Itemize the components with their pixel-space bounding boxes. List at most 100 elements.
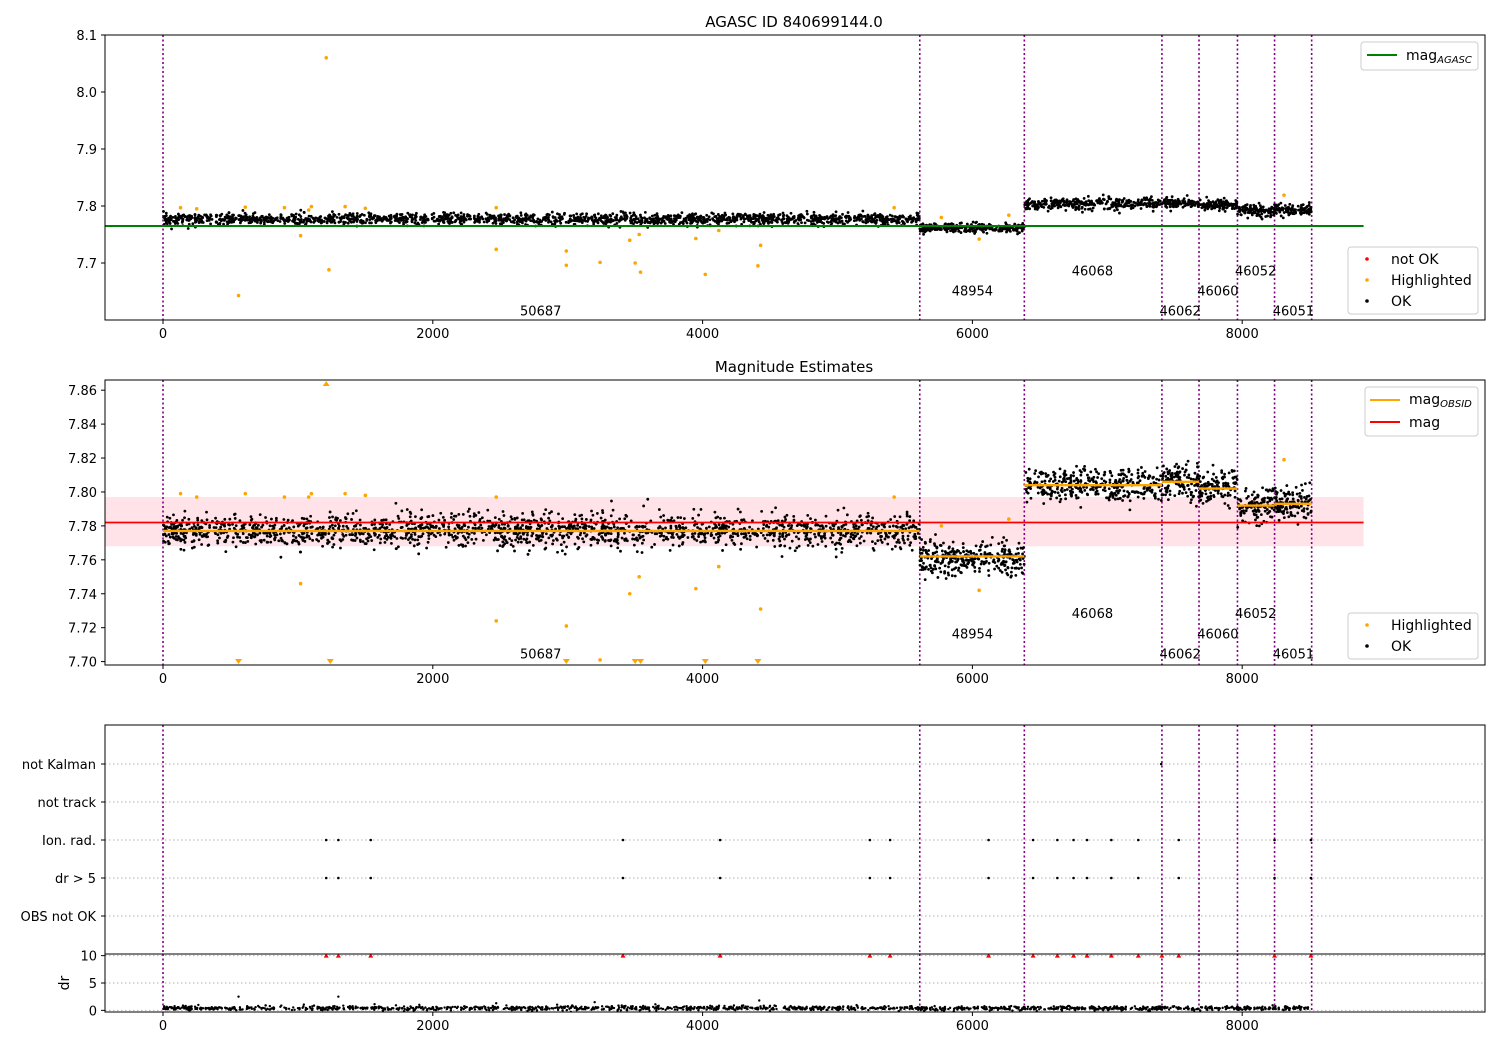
data-point: [742, 217, 746, 221]
data-point: [862, 539, 866, 543]
data-point: [939, 215, 944, 220]
data-point: [631, 213, 635, 217]
data-point: [317, 217, 321, 220]
data-point: [466, 535, 470, 539]
data-point: [573, 542, 577, 546]
data-point: [910, 548, 914, 552]
data-point: [1273, 206, 1277, 209]
data-point: [509, 515, 513, 519]
data-point: [179, 524, 183, 528]
data-point: [795, 546, 799, 550]
data-point: [1235, 202, 1239, 206]
data-point: [169, 525, 172, 529]
data-point: [278, 220, 282, 223]
data-point: [866, 214, 870, 218]
data-point: [421, 532, 425, 536]
data-point: [541, 535, 545, 539]
data-point: [900, 219, 904, 223]
data-point: [487, 218, 491, 222]
data-point: [550, 523, 554, 527]
data-point: [169, 218, 173, 222]
data-point: [262, 538, 266, 542]
data-point: [967, 550, 970, 554]
data-point: [810, 216, 813, 220]
data-point: [499, 213, 503, 217]
data-point: [170, 523, 174, 526]
data-point: [1086, 194, 1090, 198]
data-point: [953, 550, 956, 553]
data-point: [185, 523, 189, 527]
data-point: [953, 574, 957, 578]
data-point: [723, 213, 727, 217]
data-point: [941, 559, 945, 563]
data-point: [380, 219, 384, 223]
data-point: [205, 535, 209, 539]
data-point: [1072, 198, 1076, 201]
data-point: [808, 541, 812, 545]
data-point: [364, 221, 367, 225]
data-point: [378, 541, 382, 545]
data-point: [351, 533, 355, 537]
data-point: [219, 525, 223, 529]
data-point: [462, 215, 466, 219]
data-point: [1261, 205, 1265, 209]
data-point: [527, 519, 531, 523]
data-point: [719, 516, 722, 520]
data-point: [727, 525, 731, 529]
data-point: [265, 540, 269, 544]
data-point: [413, 538, 417, 542]
legend-label-not-ok: not OK: [1391, 252, 1439, 268]
data-point: [1161, 201, 1165, 205]
data-point: [789, 211, 793, 215]
data-point: [309, 514, 313, 518]
data-point: [306, 217, 310, 221]
data-point: [175, 219, 179, 222]
data-point: [196, 523, 200, 527]
data-point: [408, 541, 412, 545]
data-point: [350, 217, 353, 221]
data-point: [1173, 200, 1177, 204]
data-point: [327, 268, 331, 272]
data-point: [514, 538, 518, 542]
data-point: [511, 545, 515, 548]
data-point: [718, 534, 722, 538]
data-point: [692, 507, 696, 511]
data-point: [736, 212, 740, 216]
data-point: [1245, 208, 1248, 212]
data-point: [1000, 540, 1004, 544]
data-point: [1097, 197, 1101, 201]
data-point: [1253, 210, 1257, 214]
data-point: [581, 526, 585, 530]
data-point: [907, 526, 911, 530]
data-point: [811, 219, 815, 223]
data-point: [232, 513, 236, 516]
data-point: [298, 550, 302, 554]
data-point: [566, 526, 570, 530]
data-point: [615, 218, 619, 222]
data-point: [264, 516, 267, 519]
data-point: [876, 532, 880, 535]
data-point: [701, 221, 705, 225]
data-point: [228, 517, 232, 521]
data-point: [1269, 214, 1273, 217]
data-point: [785, 533, 789, 537]
data-point: [574, 219, 578, 223]
data-point: [334, 516, 338, 520]
data-point: [987, 569, 990, 572]
data-point: [501, 540, 505, 544]
data-point: [519, 213, 523, 217]
data-point: [162, 222, 166, 226]
data-point: [497, 526, 501, 529]
data-point: [1039, 203, 1043, 207]
data-point: [665, 217, 669, 221]
data-point: [877, 524, 881, 528]
data-point: [918, 548, 922, 552]
data-point: [865, 515, 869, 519]
data-point: [1016, 232, 1019, 236]
data-point: [643, 210, 647, 214]
data-point: [984, 545, 987, 549]
data-point: [286, 219, 290, 223]
data-point: [735, 217, 738, 221]
data-point: [730, 538, 734, 542]
data-point: [299, 218, 303, 221]
